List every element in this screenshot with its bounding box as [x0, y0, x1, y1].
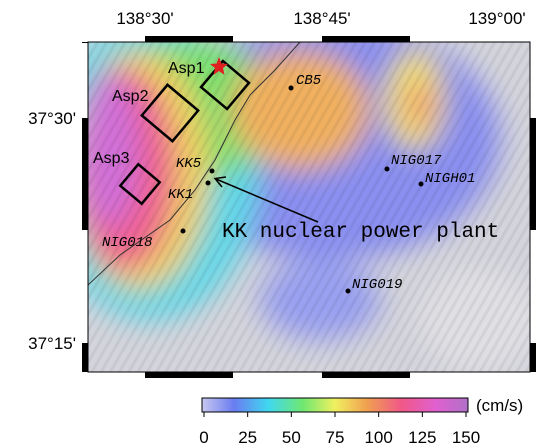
station-label: KK1 — [168, 187, 193, 203]
lon-label: 138°45' — [293, 9, 350, 28]
colorbar-unit: (cm/s) — [476, 396, 523, 415]
station-label: KK5 — [176, 156, 202, 172]
figure: 138°30' 138°45' 139°00' 37°30' 37°15' As… — [0, 0, 541, 448]
station-label: CB5 — [296, 73, 322, 89]
station-label: NIG019 — [352, 277, 402, 293]
colorbar-tick-label: 75 — [326, 428, 345, 447]
colorbar-tick-label: 100 — [364, 428, 392, 447]
source-label: Asp3 — [93, 150, 130, 167]
colorbar-tick-label: 125 — [408, 428, 436, 447]
station-label: NIGH01 — [425, 171, 475, 187]
lat-label: 37°30' — [28, 109, 76, 128]
source-label: Asp2 — [112, 88, 149, 105]
lon-label: 138°30' — [116, 9, 173, 28]
colorbar-tick-label: 25 — [238, 428, 257, 447]
lon-label: 139°00' — [468, 9, 525, 28]
map-field — [40, 20, 540, 372]
colorbar — [202, 398, 468, 412]
lat-label: 37°15' — [28, 334, 76, 353]
colorbar-tick-label: 50 — [282, 428, 301, 447]
source-label: Asp1 — [168, 60, 205, 77]
station-label: NIG018 — [102, 235, 152, 251]
colorbar-tick-label: 150 — [452, 428, 480, 447]
annotation: KK nuclear power plant — [222, 221, 499, 244]
station-label: NIG017 — [391, 153, 442, 169]
colorbar-tick-label: 0 — [199, 428, 208, 447]
